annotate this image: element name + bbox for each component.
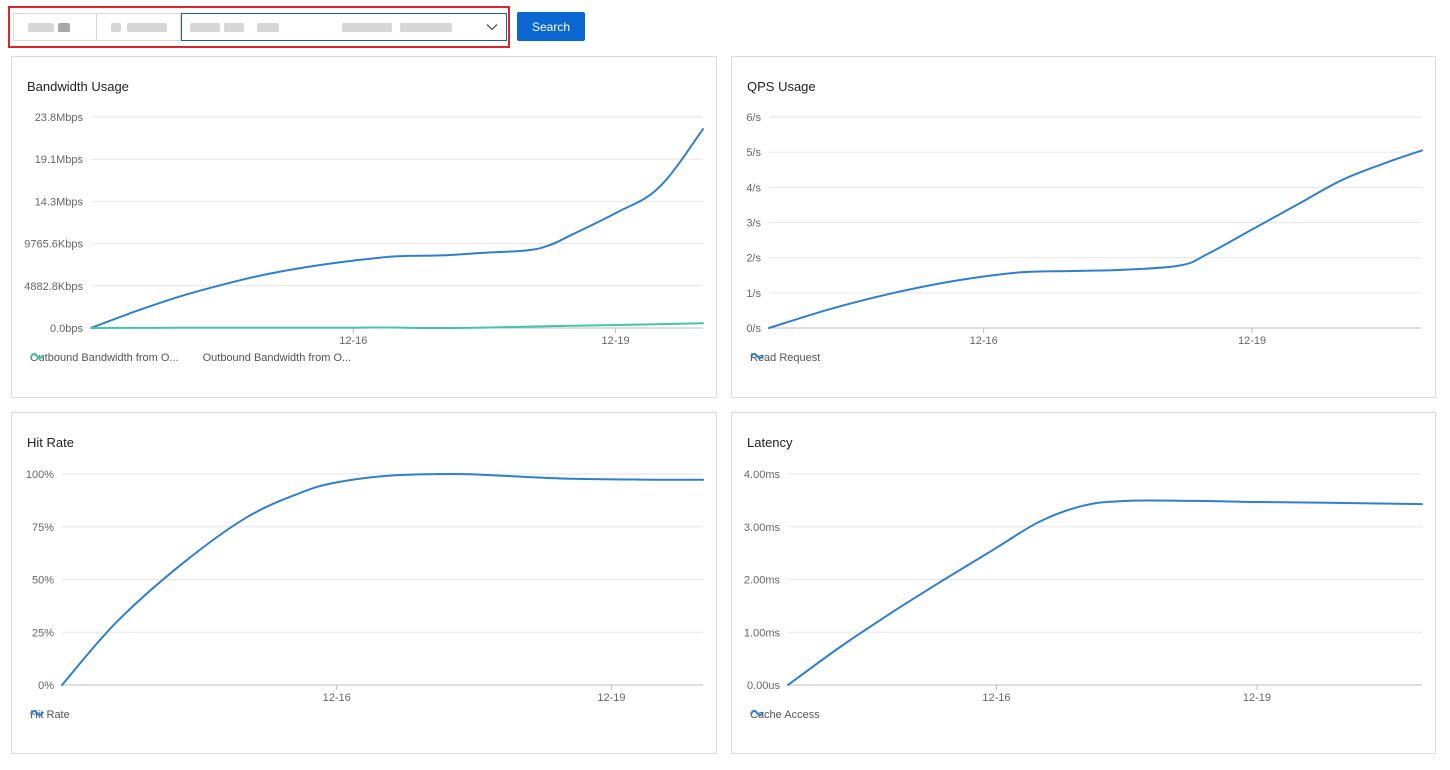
- x-tick-label: 12-19: [1243, 692, 1271, 704]
- latency-panel: Latency 0.00us 1.00ms 2.00ms 3.00ms 4.00ms 12…: [731, 412, 1436, 754]
- legend-item[interactable]: Outbound Bandwidth from O...: [30, 352, 352, 364]
- series-line-0: [90, 128, 704, 329]
- x-tick-label: 12-16: [323, 692, 351, 704]
- y-tick-label: 19.1Mbps: [35, 154, 84, 166]
- search-button[interactable]: Search: [517, 12, 585, 41]
- redacted-text: [111, 23, 121, 32]
- redacted-text: [190, 23, 220, 32]
- y-tick-label: 2/s: [746, 253, 761, 265]
- y-tick-label: 2.00ms: [744, 575, 781, 587]
- legend-label: Outbound Bandwidth from O...: [202, 352, 352, 364]
- redacted-text: [127, 23, 167, 32]
- y-tick-label: 3/s: [746, 218, 761, 230]
- chart-legend: Read Request: [750, 352, 820, 364]
- y-tick-label: 100%: [26, 469, 54, 481]
- series-line-0: [768, 149, 1423, 329]
- instance-type-select[interactable]: [97, 13, 181, 41]
- y-tick-label: 75%: [32, 522, 54, 534]
- legend-wave-icon: [750, 352, 764, 360]
- y-tick-label: 4/s: [746, 182, 761, 194]
- chart-legend: Cache Access: [750, 709, 820, 721]
- redacted-text: [342, 23, 392, 32]
- qps-usage-panel: QPS Usage 0/s 1/s 2/s 3/s 4/s 5/s 6/s 12-16 12-1…: [731, 56, 1436, 398]
- y-tick-label: 3.00ms: [744, 522, 781, 534]
- y-tick-label: 5/s: [746, 147, 761, 159]
- series-line-1: [90, 322, 704, 330]
- legend-item[interactable]: Outbound Bandwidth from O...: [30, 352, 179, 364]
- redacted-text: [224, 23, 244, 32]
- series-line-0: [61, 473, 704, 686]
- instance-select[interactable]: [181, 13, 507, 41]
- y-tick-label: 14.3Mbps: [35, 196, 84, 208]
- y-tick-label: 1/s: [746, 288, 761, 300]
- y-tick-label: 4.00ms: [744, 469, 781, 481]
- chart-legend: Outbound Bandwidth from O... Outbound Ban…: [30, 352, 351, 364]
- y-tick-label: 0.00us: [747, 680, 781, 692]
- qps-usage-chart: 0/s 1/s 2/s 3/s 4/s 5/s 6/s 12-16 12-19: [746, 112, 1423, 347]
- region-select[interactable]: [13, 13, 97, 41]
- x-tick-label: 12-16: [970, 335, 998, 347]
- panel-title: Bandwidth Usage: [27, 79, 129, 94]
- y-tick-label: 50%: [32, 575, 54, 587]
- panel-title: Hit Rate: [27, 435, 74, 450]
- x-tick-label: 12-19: [1238, 335, 1266, 347]
- chevron-down-icon: [486, 24, 498, 31]
- redacted-text: [28, 23, 54, 32]
- legend-wave-icon: [30, 709, 44, 717]
- y-tick-label: 0.0bps: [50, 323, 84, 335]
- y-tick-label: 0%: [38, 680, 54, 692]
- chart-legend: Hit Rate: [30, 709, 70, 721]
- legend-item[interactable]: Cache Access: [750, 709, 820, 721]
- bandwidth-usage-chart: 0.0bps 4882.8Kbps 9765.6Kbps 14.3Mbps 19.1Mb…: [24, 112, 704, 347]
- y-tick-label: 25%: [32, 627, 54, 639]
- series-line-0: [787, 499, 1423, 686]
- bandwidth-usage-panel: Bandwidth Usage 0.0bps 4882.8Kbps 9765.6Kb…: [11, 56, 717, 398]
- x-tick-label: 12-16: [339, 335, 367, 347]
- panel-title: QPS Usage: [747, 79, 816, 94]
- legend-wave-icon: [30, 352, 44, 360]
- y-tick-label: 9765.6Kbps: [24, 239, 83, 251]
- filter-bar: [8, 6, 510, 48]
- x-tick-label: 12-16: [982, 692, 1010, 704]
- legend-item[interactable]: Hit Rate: [30, 709, 70, 721]
- x-tick-label: 12-19: [602, 335, 630, 347]
- y-tick-label: 1.00ms: [744, 627, 781, 639]
- y-tick-label: 6/s: [746, 112, 761, 124]
- legend-item[interactable]: Read Request: [750, 352, 820, 364]
- redacted-text: [257, 23, 279, 32]
- legend-label: Outbound Bandwidth from O...: [30, 352, 179, 364]
- redacted-text: [58, 23, 70, 32]
- legend-wave-icon: [750, 709, 764, 717]
- hit-rate-chart: 0% 25% 50% 75% 100% 12-16 12-19: [26, 469, 704, 704]
- y-tick-label: 23.8Mbps: [35, 112, 84, 124]
- latency-chart: 0.00us 1.00ms 2.00ms 3.00ms 4.00ms 12-16 12-19: [744, 469, 1423, 704]
- hit-rate-panel: Hit Rate 0% 25% 50% 75% 100% 12-16 12-19 Hit R…: [11, 412, 717, 754]
- panel-title: Latency: [747, 435, 793, 450]
- y-tick-label: 0/s: [746, 323, 761, 335]
- redacted-text: [400, 23, 452, 32]
- x-tick-label: 12-19: [597, 692, 625, 704]
- y-tick-label: 4882.8Kbps: [24, 281, 83, 293]
